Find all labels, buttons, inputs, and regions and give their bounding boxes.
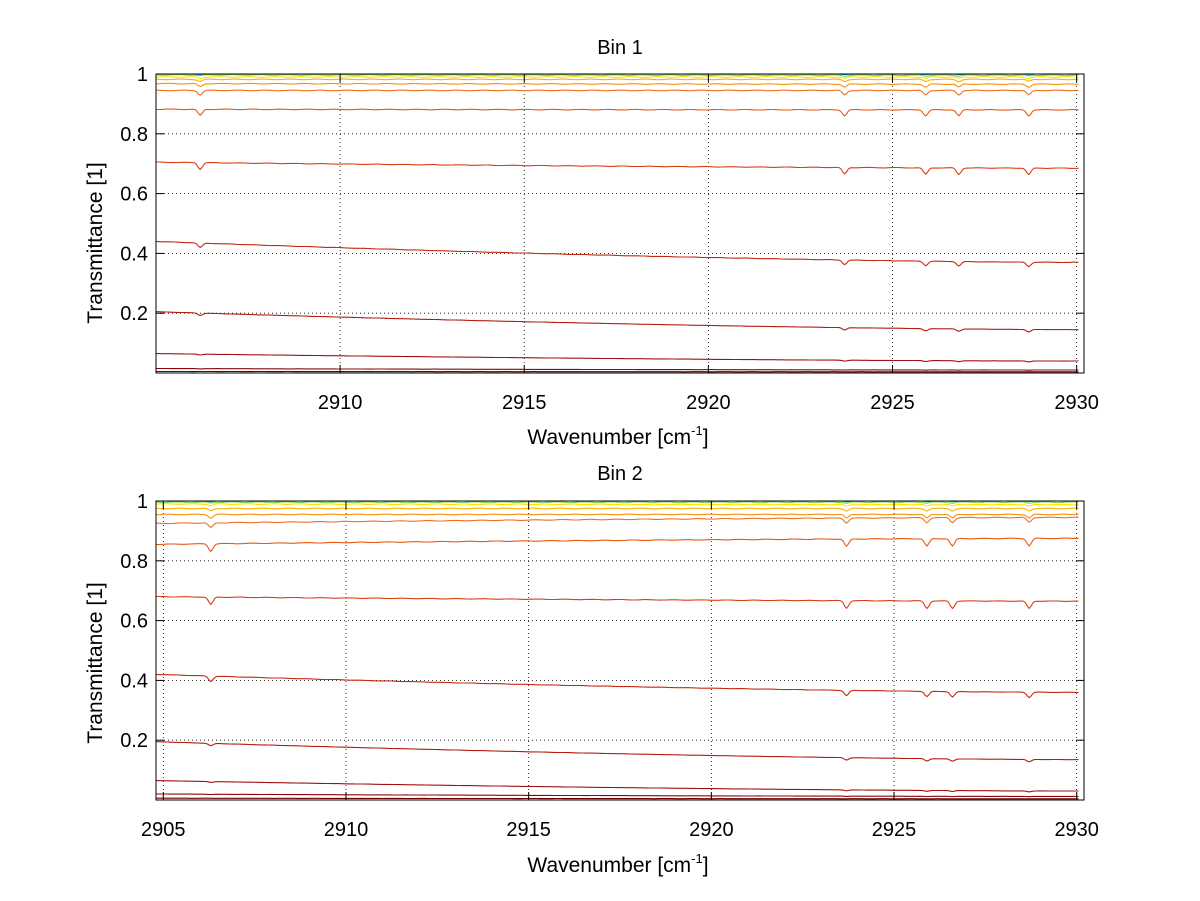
series-line (156, 367, 1079, 371)
x-tick-label: 2905 (141, 819, 186, 841)
x-tick-label: 2915 (502, 392, 547, 414)
series-line (156, 311, 1079, 333)
x-ticks: 2910 2915 2920 2925 2930 (318, 74, 1099, 414)
y-axis-label: Transmittance [1] (84, 162, 107, 323)
x-axis-label-superscript: -1 (691, 851, 703, 866)
x-tick-label: 2925 (870, 392, 915, 414)
y-tick-label: 1 (137, 64, 148, 86)
x-tick-label: 2915 (506, 819, 551, 841)
x-axis-label-main: Wavenumber [cm (527, 854, 691, 877)
y-tick-label: 0.4 (120, 243, 148, 265)
y-tick-label: 1 (137, 491, 148, 513)
chart-title: Bin 2 (597, 463, 643, 485)
series-line (155, 240, 1079, 268)
chart-title: Bin 1 (597, 37, 643, 59)
y-tick-label: 0.6 (120, 611, 148, 633)
x-tick-label: 2910 (324, 819, 369, 841)
x-tick-label: 2930 (1054, 819, 1099, 841)
series-line (155, 673, 1079, 699)
series-line (155, 78, 1079, 83)
x-tick-label: 2920 (686, 392, 731, 414)
series-line (156, 513, 1079, 519)
x-axis-label-end: ] (703, 854, 709, 877)
grid (156, 73, 1084, 373)
series-line (155, 507, 1079, 512)
subplot-bin-2: Bin 2 2905 2910 2915 2920 2925 2930 0.2 0.4 0.6… (84, 463, 1099, 877)
plot-area-frame (155, 73, 1085, 374)
x-tick-label: 2930 (1054, 392, 1099, 414)
series-line (156, 793, 1079, 798)
series-line (155, 74, 1079, 77)
series-line (156, 741, 1079, 763)
y-tick-label: 0.8 (120, 551, 148, 573)
y-ticks: 0.2 0.4 0.6 0.8 1 (120, 491, 1084, 752)
x-axis-label: Wavenumber [cm-1] (527, 851, 708, 877)
series-line (156, 537, 1079, 553)
series-line (156, 797, 1079, 800)
grid (156, 500, 1084, 800)
y-tick-label: 0.2 (120, 730, 148, 752)
y-ticks: 0.2 0.4 0.6 0.8 1 (120, 64, 1084, 325)
series-line (155, 76, 1079, 80)
series-line (156, 353, 1079, 363)
x-tick-label: 2910 (318, 392, 363, 414)
series-line (155, 503, 1079, 507)
x-ticks: 2905 2910 2915 2920 2925 2930 (141, 501, 1099, 841)
series-line (156, 595, 1079, 610)
x-tick-label: 2925 (872, 819, 917, 841)
x-tick-label: 2920 (689, 819, 734, 841)
x-axis-label-superscript: -1 (691, 423, 703, 438)
series-line (156, 82, 1079, 89)
series-line (156, 161, 1079, 176)
series-line (155, 516, 1079, 529)
y-tick-label: 0.2 (120, 303, 148, 325)
plot-area-frame (155, 500, 1085, 801)
x-axis-label-end: ] (703, 426, 709, 449)
series-group (155, 500, 1079, 800)
y-axis-label: Transmittance [1] (84, 582, 107, 743)
y-tick-label: 0.4 (120, 670, 148, 692)
series-group (155, 73, 1079, 373)
series-line (155, 501, 1079, 504)
y-tick-label: 0.8 (120, 124, 148, 146)
series-line (156, 780, 1079, 793)
y-tick-label: 0.6 (120, 184, 148, 206)
subplot-bin-1: Bin 1 2910 2915 2920 2925 2930 0.2 0.4 0.6 0.8 1… (84, 37, 1099, 449)
series-line (156, 108, 1079, 117)
x-axis-label-main: Wavenumber [cm (527, 426, 691, 449)
series-line (156, 89, 1079, 96)
x-axis-label: Wavenumber [cm-1] (527, 423, 708, 449)
